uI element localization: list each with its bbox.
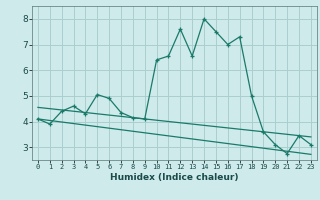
X-axis label: Humidex (Indice chaleur): Humidex (Indice chaleur) xyxy=(110,173,239,182)
